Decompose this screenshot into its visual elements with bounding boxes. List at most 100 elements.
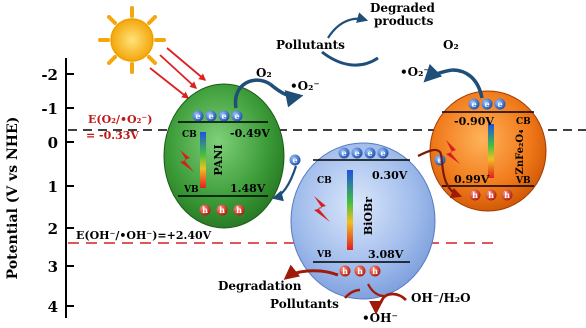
pani-cb-label: CB <box>182 130 197 140</box>
pani-name: PANI <box>212 144 225 175</box>
znfe-cb-value: -0.90V <box>454 115 494 128</box>
electron: e <box>218 110 230 122</box>
oh-potential-label: E(OH⁻/•OH⁻)=+2.40V <box>76 229 212 242</box>
tick-label: -2 <box>41 66 58 84</box>
hydroxyl-label: •OH⁻ <box>362 311 398 324</box>
znfe2o4-particle: -0.90V CB 0.99V VB ZnFe₂O₄ <box>429 90 547 212</box>
degraded-products-label: Degraded <box>370 1 436 15</box>
tick-label: 1 <box>48 178 58 196</box>
znfe-name: ZnFe₂O₄ <box>515 129 526 175</box>
tick-label: 4 <box>48 298 58 316</box>
band-gap-bar <box>488 124 494 178</box>
tick-label: 3 <box>48 258 58 276</box>
biobr-vb-label: VB <box>316 250 332 260</box>
svg-text:h: h <box>236 205 242 215</box>
electron: e <box>351 147 363 159</box>
hole-group: h h h h h h h h h <box>199 189 513 277</box>
axis-title: Potential (V vs NHE) <box>5 117 21 280</box>
electron: e <box>231 110 243 122</box>
znfe-vb-label: VB <box>515 176 531 186</box>
pollutant-arrow <box>344 288 361 299</box>
biobr-cb-label: CB <box>317 176 332 186</box>
hole: h <box>501 189 513 201</box>
svg-text:h: h <box>504 190 510 200</box>
tick-label: 2 <box>48 220 58 238</box>
electron-group: e e e e e e e e e e e e e <box>192 98 506 166</box>
svg-text:e: e <box>208 111 213 121</box>
biobr-name: BiOBr <box>362 197 375 235</box>
hole: h <box>216 204 228 216</box>
znfe-vb-value: 0.99V <box>454 173 490 186</box>
pollutants-top-label: Pollutants <box>276 38 345 52</box>
svg-text:e: e <box>437 155 442 165</box>
svg-text:e: e <box>354 148 359 158</box>
band-gap-bar <box>200 132 206 188</box>
hydroxyl-arrow <box>369 292 407 315</box>
hole: h <box>339 265 351 277</box>
svg-text:e: e <box>195 111 200 121</box>
svg-text:e: e <box>497 99 502 109</box>
sun-icon <box>98 6 166 74</box>
degradation-label: Degradation <box>218 279 302 293</box>
electron-transfer-arrow <box>417 148 463 199</box>
electron: e <box>205 110 217 122</box>
biobr-vb-value: 3.08V <box>368 248 404 261</box>
svg-text:e: e <box>471 99 476 109</box>
svg-text:h: h <box>372 266 378 276</box>
svg-text:h: h <box>342 266 348 276</box>
o2-potential-label: E(O₂/•O₂⁻) <box>88 113 152 126</box>
hole: h <box>369 265 381 277</box>
hole: h <box>485 189 497 201</box>
svg-text:h: h <box>219 205 225 215</box>
band-gap-bar <box>347 170 353 250</box>
svg-text:h: h <box>357 266 363 276</box>
degradation-arrow-bottom <box>283 264 339 280</box>
svg-text:e: e <box>380 148 385 158</box>
axis-ticks: -2 -1 0 1 2 3 4 <box>41 66 74 316</box>
o2-left-label: O₂ <box>256 66 272 80</box>
svg-text:h: h <box>488 190 494 200</box>
pani-vb-label: VB <box>183 185 199 195</box>
electron: e <box>192 110 204 122</box>
pani-particle: CB -0.49V VB 1.48V PANI <box>163 83 285 229</box>
svg-text:e: e <box>221 111 226 121</box>
o2-potential-value: = -0.33V <box>86 129 139 142</box>
reduction-arrow-left <box>233 78 271 109</box>
superoxide-right-label: •O₂⁻ <box>400 65 430 79</box>
tick-label: -1 <box>41 100 58 118</box>
electron: e <box>494 98 506 110</box>
biobr-particle: CB 0.30V VB 3.08V BiOBr <box>290 142 436 300</box>
hole: h <box>233 204 245 216</box>
svg-text:e: e <box>234 111 239 121</box>
electron: e <box>364 147 376 159</box>
pani-cb-value: -0.49V <box>230 127 270 140</box>
svg-text:e: e <box>484 99 489 109</box>
pollutants-bottom-label: Pollutants <box>270 297 339 311</box>
svg-text:e: e <box>292 155 297 165</box>
light-rays <box>149 47 207 99</box>
electron: e <box>338 147 350 159</box>
electron-transfer-arrow <box>271 165 298 202</box>
biobr-cb-value: 0.30V <box>372 169 408 182</box>
svg-text:h: h <box>202 205 208 215</box>
svg-text:e: e <box>341 148 346 158</box>
electron: e <box>289 154 301 166</box>
svg-text:e: e <box>367 148 372 158</box>
electron: e <box>434 154 446 166</box>
o2-right-label: O₂ <box>443 38 459 52</box>
superoxide-left-label: •O₂⁻ <box>290 79 320 93</box>
electron: e <box>481 98 493 110</box>
hole: h <box>199 204 211 216</box>
hole: h <box>354 265 366 277</box>
superoxide-arrow-top <box>321 50 379 67</box>
lightning-icon <box>180 150 194 172</box>
pani-vb-value: 1.48V <box>230 182 266 195</box>
electron: e <box>377 147 389 159</box>
reduction-arrow-right <box>451 68 484 99</box>
svg-text:h: h <box>472 190 478 200</box>
degraded-products-label-2: products <box>374 14 434 28</box>
degradation-arrow-top <box>327 12 369 39</box>
lightning-icon <box>446 140 460 164</box>
